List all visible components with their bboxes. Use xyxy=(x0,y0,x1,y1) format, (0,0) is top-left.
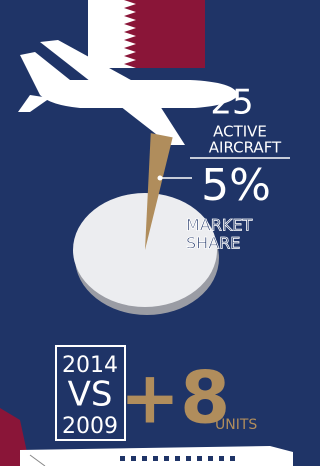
page: 25 ACTIVE AIRCRAFT 5% MARKET SHARE 2014 … xyxy=(0,0,293,466)
aircraft-label: AIRCRAFT xyxy=(209,139,282,157)
window xyxy=(131,456,136,461)
window xyxy=(120,456,125,461)
window xyxy=(142,456,147,461)
window xyxy=(208,456,213,461)
callout-dot xyxy=(158,176,163,181)
change-unit: UNITS xyxy=(215,417,257,433)
change-value: +8 xyxy=(120,356,230,440)
share-label: MARKET xyxy=(186,216,252,235)
window xyxy=(219,456,224,461)
qatar-flag xyxy=(88,0,205,68)
window xyxy=(197,456,202,461)
aircraft-count: 25 xyxy=(210,83,253,123)
window xyxy=(186,456,191,461)
share-label: SHARE xyxy=(186,234,240,253)
share-value: 5% xyxy=(201,160,271,211)
window xyxy=(153,456,158,461)
versus: VS xyxy=(68,375,113,415)
infographic: 25 ACTIVE AIRCRAFT 5% MARKET SHARE 2014 … xyxy=(0,0,293,466)
window xyxy=(175,456,180,461)
window xyxy=(230,456,235,461)
year: 2009 xyxy=(62,414,118,439)
window xyxy=(164,456,169,461)
